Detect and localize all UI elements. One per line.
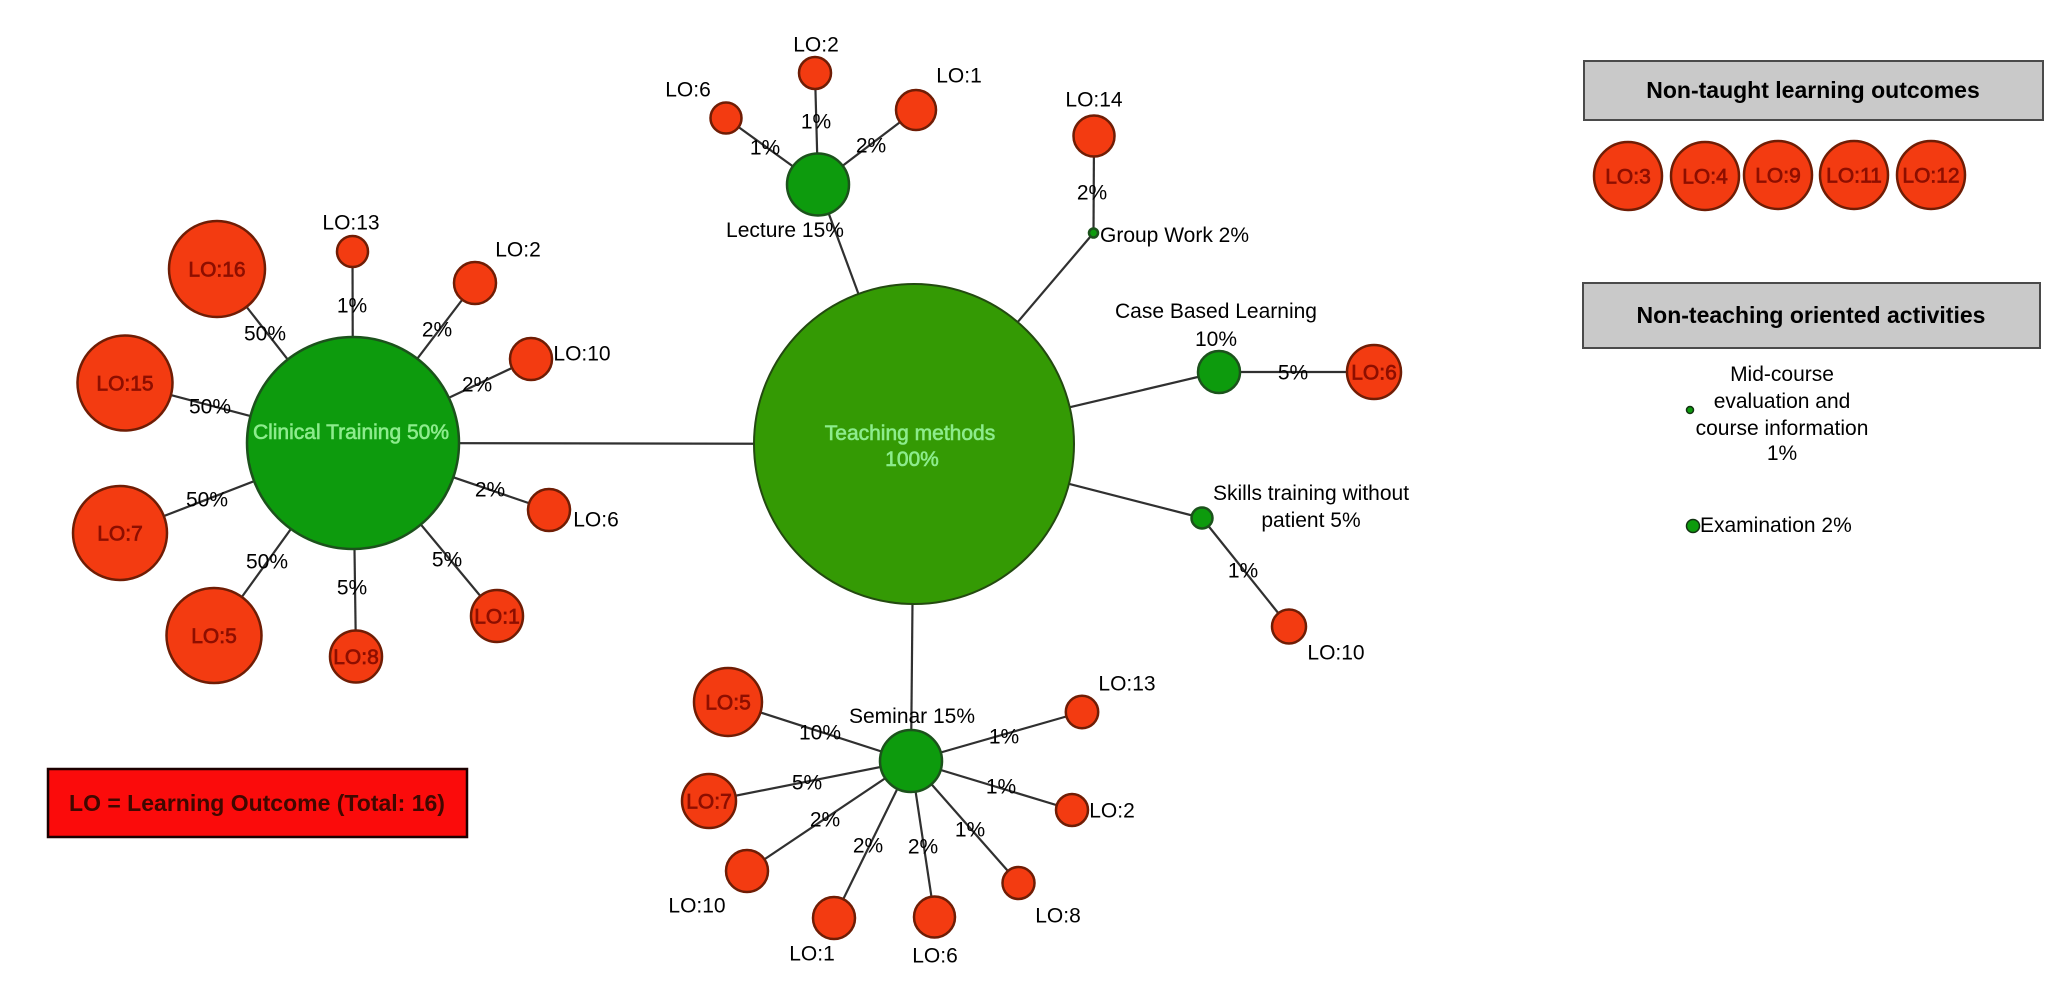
svg-text:LO:16: LO:16 bbox=[188, 259, 245, 282]
svg-text:LO:2: LO:2 bbox=[1089, 800, 1135, 823]
svg-text:LO:10: LO:10 bbox=[668, 895, 725, 918]
svg-text:1%: 1% bbox=[986, 776, 1016, 799]
svg-text:Teaching methods: Teaching methods bbox=[825, 422, 995, 445]
svg-text:LO:10: LO:10 bbox=[1307, 642, 1364, 665]
svg-text:Case Based Learning: Case Based Learning bbox=[1115, 300, 1317, 323]
svg-text:LO:7: LO:7 bbox=[97, 523, 143, 546]
svg-text:2%: 2% bbox=[908, 836, 938, 859]
svg-text:LO:5: LO:5 bbox=[191, 625, 237, 648]
svg-text:5%: 5% bbox=[432, 549, 462, 572]
svg-text:LO:2: LO:2 bbox=[495, 239, 541, 262]
svg-text:patient 5%: patient 5% bbox=[1261, 509, 1360, 532]
svg-text:50%: 50% bbox=[246, 551, 288, 574]
svg-text:Non-teaching oriented activiti: Non-teaching oriented activities bbox=[1637, 302, 1986, 328]
svg-text:LO:9: LO:9 bbox=[1755, 165, 1801, 188]
svg-text:2%: 2% bbox=[475, 479, 505, 502]
svg-text:2%: 2% bbox=[422, 319, 452, 342]
svg-text:LO:8: LO:8 bbox=[1035, 905, 1081, 928]
svg-text:Clinical Training 50%: Clinical Training 50% bbox=[253, 421, 449, 444]
svg-text:LO = Learning Outcome (Total:: LO = Learning Outcome (Total: 16) bbox=[69, 790, 445, 816]
svg-text:LO:6: LO:6 bbox=[912, 945, 958, 968]
svg-text:1%: 1% bbox=[1228, 560, 1258, 583]
svg-text:2%: 2% bbox=[853, 835, 883, 858]
svg-text:LO:13: LO:13 bbox=[322, 212, 379, 235]
svg-text:course information: course information bbox=[1696, 417, 1869, 440]
svg-text:LO:15: LO:15 bbox=[96, 373, 153, 396]
svg-text:5%: 5% bbox=[337, 577, 367, 600]
svg-text:LO:7: LO:7 bbox=[686, 791, 732, 814]
svg-text:1%: 1% bbox=[750, 137, 780, 160]
svg-text:Examination 2%: Examination 2% bbox=[1700, 514, 1852, 537]
svg-text:LO:5: LO:5 bbox=[705, 692, 751, 715]
svg-text:2%: 2% bbox=[1077, 182, 1107, 205]
svg-text:1%: 1% bbox=[337, 295, 367, 318]
svg-text:LO:4: LO:4 bbox=[1682, 166, 1728, 189]
svg-text:Mid-course: Mid-course bbox=[1730, 363, 1834, 386]
svg-text:2%: 2% bbox=[462, 374, 492, 397]
svg-text:LO:6: LO:6 bbox=[1351, 362, 1397, 385]
svg-text:LO:1: LO:1 bbox=[936, 65, 982, 88]
svg-text:LO:8: LO:8 bbox=[333, 646, 379, 669]
svg-text:1%: 1% bbox=[955, 819, 985, 842]
svg-text:LO:1: LO:1 bbox=[474, 606, 520, 629]
svg-text:Skills training without: Skills training without bbox=[1213, 482, 1409, 505]
svg-text:2%: 2% bbox=[810, 809, 840, 832]
svg-text:5%: 5% bbox=[1278, 362, 1308, 385]
svg-text:Lecture 15%: Lecture 15% bbox=[726, 219, 844, 242]
svg-text:50%: 50% bbox=[189, 396, 231, 419]
svg-text:10%: 10% bbox=[799, 722, 841, 745]
svg-text:50%: 50% bbox=[244, 323, 286, 346]
svg-text:LO:2: LO:2 bbox=[793, 34, 839, 57]
svg-text:LO:1: LO:1 bbox=[789, 943, 835, 966]
svg-text:LO:11: LO:11 bbox=[1826, 165, 1882, 188]
svg-text:Non-taught learning outcomes: Non-taught learning outcomes bbox=[1646, 77, 1980, 103]
svg-text:1%: 1% bbox=[801, 111, 831, 134]
svg-text:LO:6: LO:6 bbox=[573, 509, 619, 532]
svg-text:100%: 100% bbox=[885, 448, 939, 471]
svg-text:2%: 2% bbox=[856, 135, 886, 158]
svg-text:1%: 1% bbox=[1767, 442, 1797, 465]
svg-text:evaluation and: evaluation and bbox=[1714, 390, 1851, 413]
svg-text:LO:13: LO:13 bbox=[1098, 673, 1155, 696]
svg-text:LO:10: LO:10 bbox=[553, 343, 610, 366]
svg-text:Seminar 15%: Seminar 15% bbox=[849, 705, 975, 728]
svg-text:Group Work 2%: Group Work 2% bbox=[1100, 224, 1249, 247]
svg-text:LO:6: LO:6 bbox=[665, 79, 711, 102]
svg-text:10%: 10% bbox=[1195, 328, 1237, 351]
svg-text:5%: 5% bbox=[792, 772, 822, 795]
svg-text:LO:3: LO:3 bbox=[1605, 166, 1651, 189]
svg-text:50%: 50% bbox=[186, 489, 228, 512]
svg-text:1%: 1% bbox=[989, 726, 1019, 749]
svg-text:LO:14: LO:14 bbox=[1065, 89, 1123, 112]
svg-text:LO:12: LO:12 bbox=[1902, 165, 1959, 188]
